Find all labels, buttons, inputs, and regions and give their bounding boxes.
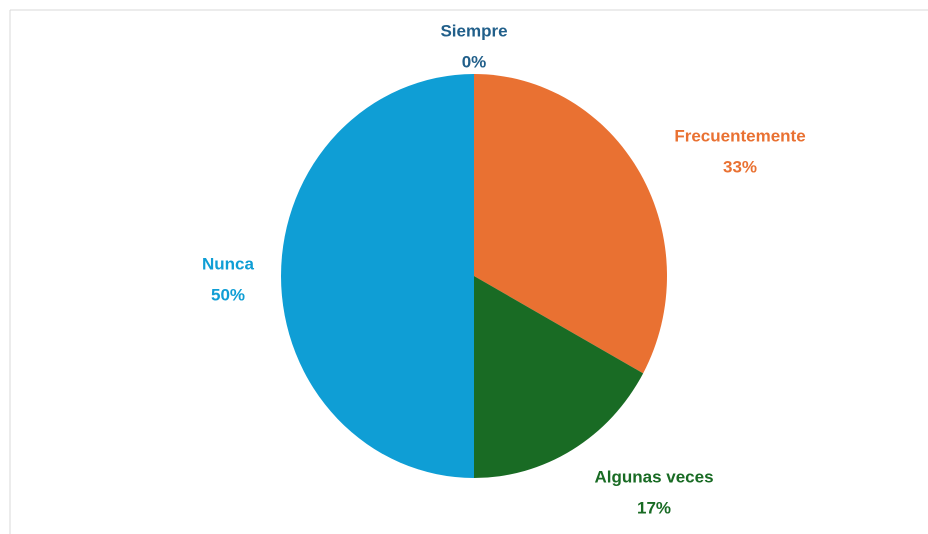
slice-value-label: 50%	[211, 285, 245, 304]
slice-label: Nunca	[202, 254, 255, 273]
slice-value-label: 0%	[462, 52, 487, 71]
slice-value-label: 33%	[723, 157, 757, 176]
pie-slice	[474, 74, 667, 374]
pie-slice	[281, 74, 474, 478]
slice-label: Frecuentemente	[674, 126, 805, 145]
slice-value-label: 17%	[637, 498, 671, 517]
slice-label: Algunas veces	[594, 467, 713, 486]
pie-slice	[474, 276, 644, 478]
slice-label: Siempre	[440, 21, 507, 40]
